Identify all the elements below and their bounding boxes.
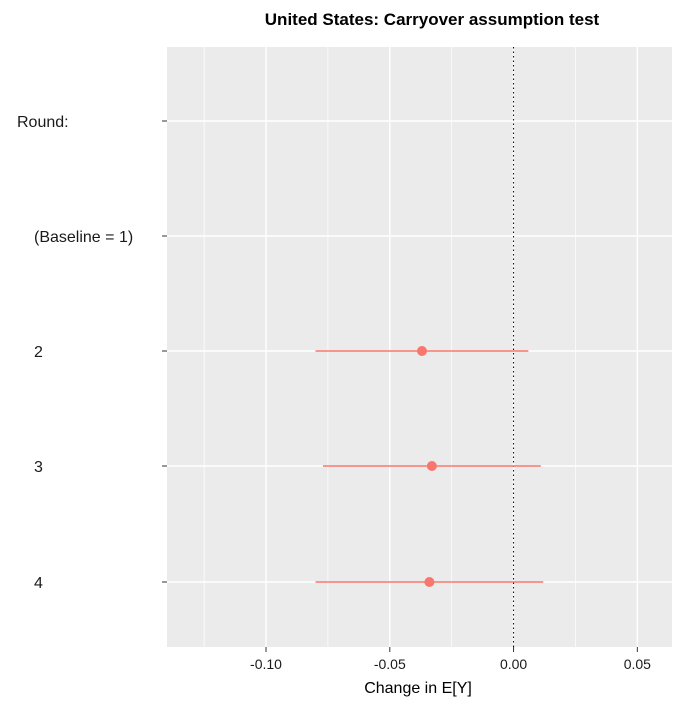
y-axis: Round: (Baseline = 1) 2 3 4 — [17, 114, 167, 592]
y-tick-label: 4 — [34, 575, 43, 592]
estimate-point — [416, 346, 427, 356]
x-tick-label: -0.10 — [250, 656, 282, 672]
x-tick-label: 0.05 — [624, 656, 651, 672]
chart-title: United States: Carryover assumption test — [265, 10, 600, 29]
y-tick-label: (Baseline = 1) — [34, 229, 133, 246]
estimate-marks — [315, 346, 544, 587]
x-tick-label: -0.05 — [374, 656, 406, 672]
y-tick-label: Round: — [17, 114, 69, 131]
x-axis-label: Change in E[Y] — [364, 680, 472, 697]
x-axis: -0.10 -0.05 0.00 0.05 — [250, 647, 651, 672]
estimate-point — [426, 461, 437, 471]
estimate-point — [424, 577, 435, 587]
x-tick-label: 0.00 — [500, 656, 527, 672]
y-tick-label: 2 — [34, 344, 43, 361]
y-tick-label: 3 — [34, 459, 43, 476]
